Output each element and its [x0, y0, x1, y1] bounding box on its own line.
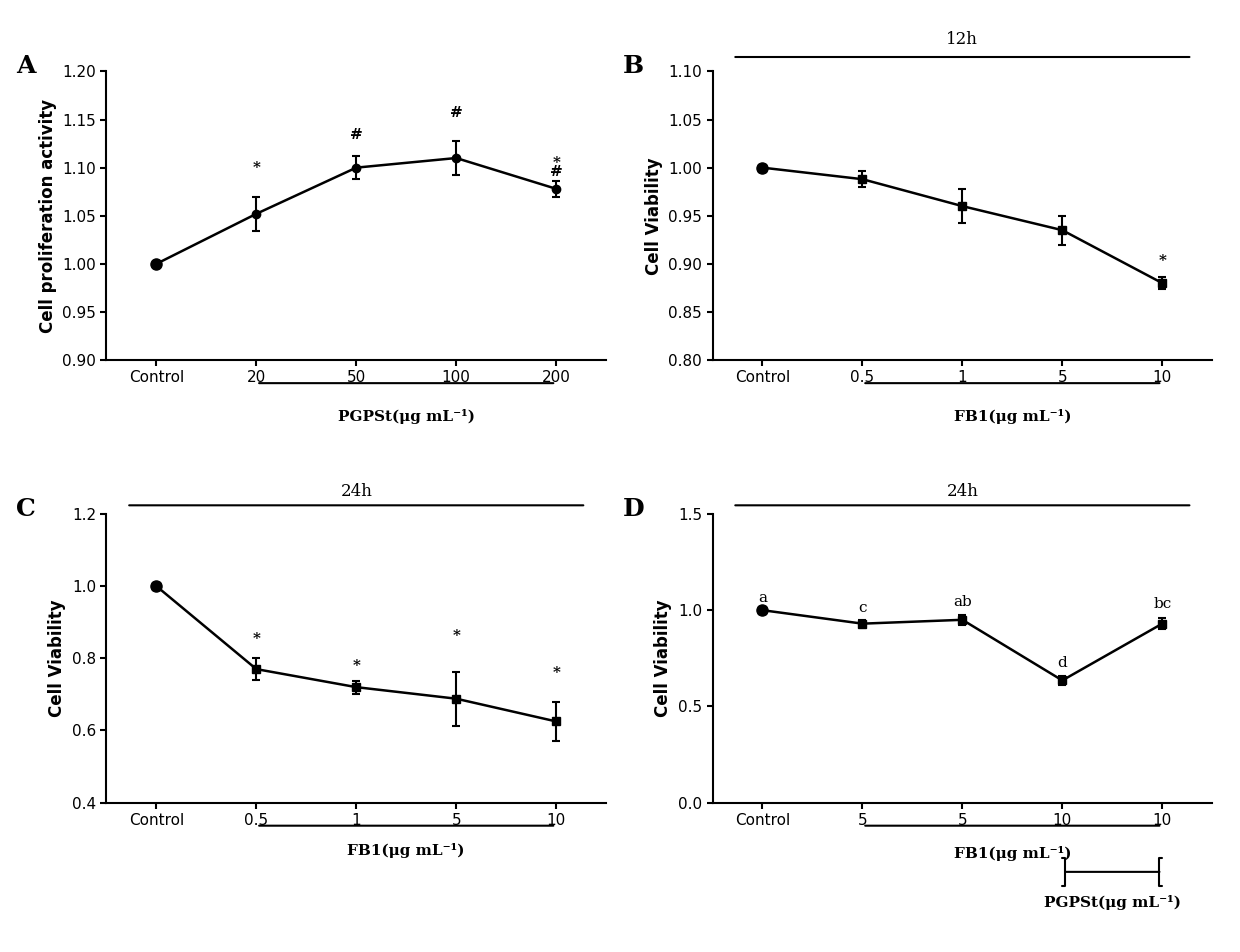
Text: c: c — [858, 601, 867, 615]
Text: C: C — [16, 497, 36, 521]
Y-axis label: Cell Viability: Cell Viability — [655, 600, 672, 717]
Text: 24h: 24h — [946, 483, 978, 500]
Y-axis label: Cell proliferation activity: Cell proliferation activity — [38, 99, 57, 333]
Text: PGPSt(μg mL⁻¹): PGPSt(μg mL⁻¹) — [337, 409, 475, 425]
Text: 12h: 12h — [946, 31, 978, 49]
Text: FB1(μg mL⁻¹): FB1(μg mL⁻¹) — [954, 846, 1071, 861]
Text: d: d — [1058, 656, 1068, 670]
Text: #: # — [350, 128, 362, 142]
Text: D: D — [622, 497, 645, 521]
Text: PGPSt(μg mL⁻¹): PGPSt(μg mL⁻¹) — [1044, 895, 1180, 910]
Y-axis label: Cell Viability: Cell Viability — [645, 157, 662, 274]
Y-axis label: Cell Viability: Cell Viability — [48, 600, 66, 717]
Text: FB1(μg mL⁻¹): FB1(μg mL⁻¹) — [954, 409, 1071, 425]
Text: *: * — [253, 632, 260, 645]
Text: *: * — [253, 161, 260, 175]
Text: FB1(μg mL⁻¹): FB1(μg mL⁻¹) — [347, 843, 465, 858]
Text: a: a — [758, 591, 768, 605]
Text: *: * — [552, 666, 560, 680]
Text: B: B — [622, 54, 644, 78]
Text: *: * — [1158, 253, 1166, 268]
Text: A: A — [16, 54, 36, 78]
Text: *: * — [552, 155, 560, 169]
Text: *: * — [453, 628, 460, 643]
Text: #: # — [450, 106, 463, 120]
Text: #: # — [549, 166, 563, 179]
Text: ab: ab — [954, 595, 972, 609]
Text: 24h: 24h — [340, 483, 372, 500]
Text: bc: bc — [1153, 597, 1172, 611]
Text: *: * — [352, 659, 360, 673]
